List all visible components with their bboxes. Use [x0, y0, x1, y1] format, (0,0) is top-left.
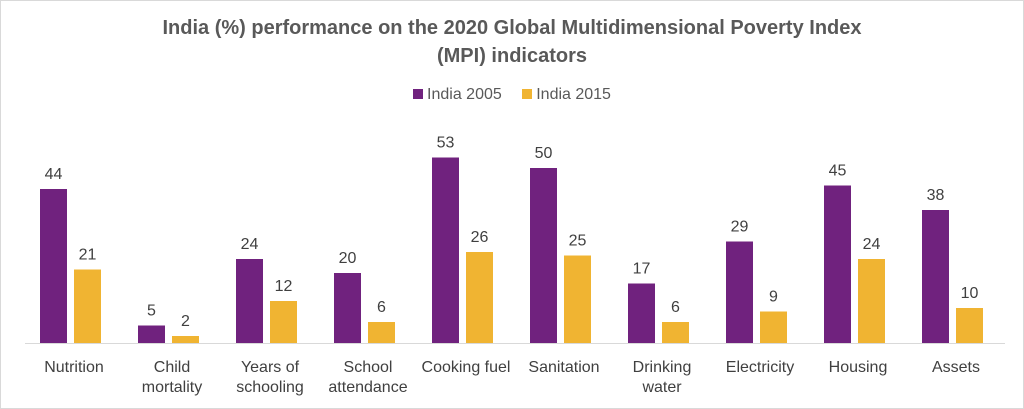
- data-label-india-2005-assets: 38: [927, 187, 945, 204]
- bar-india-2005-years-of-schooling: [236, 259, 263, 343]
- bar-india-2015-sanitation: [564, 255, 591, 343]
- data-label-india-2015-years-of-schooling: 12: [275, 278, 293, 295]
- bar-india-2005-child-mortality: [138, 325, 165, 343]
- chart-title-line-1: India (%) performance on the 2020 Global…: [162, 17, 862, 39]
- bar-india-2015-years-of-schooling: [270, 301, 297, 343]
- category-label-child-mortality-line-2: mortality: [142, 379, 202, 396]
- bar-india-2005-electricity: [726, 241, 753, 343]
- legend-item-india-2005: India 2005: [413, 86, 502, 104]
- chart-title-line-2: (MPI) indicators: [436, 45, 587, 67]
- legend-label-india-2015: India 2015: [536, 86, 611, 103]
- category-label-years-of-schooling-line-2: schooling: [236, 379, 304, 396]
- bar-india-2015-cooking-fuel: [466, 252, 493, 343]
- data-label-india-2015-school-attendance: 6: [377, 299, 386, 316]
- data-label-india-2005-years-of-schooling: 24: [241, 236, 259, 253]
- bar-india-2005-nutrition: [40, 189, 67, 343]
- data-label-india-2015-sanitation: 25: [569, 233, 587, 250]
- data-label-india-2005-sanitation: 50: [535, 145, 553, 162]
- bar-india-2005-cooking-fuel: [432, 157, 459, 343]
- bar-india-2015-school-attendance: [368, 322, 395, 343]
- legend-swatch-india-2005: [413, 89, 424, 99]
- category-label-housing: Housing: [829, 359, 888, 376]
- bar-india-2015-drinking-water: [662, 322, 689, 343]
- bar-india-2015-child-mortality: [172, 336, 199, 343]
- legend-item-india-2015: India 2015: [522, 86, 611, 104]
- legend-label-india-2005: India 2005: [427, 86, 502, 103]
- bar-india-2015-electricity: [760, 311, 787, 343]
- bar-india-2015-assets: [956, 308, 983, 343]
- data-label-india-2015-cooking-fuel: 26: [471, 229, 489, 246]
- category-label-school-attendance-line-1: School: [344, 359, 393, 376]
- data-label-india-2005-drinking-water: 17: [633, 261, 651, 278]
- data-label-india-2005-child-mortality: 5: [147, 303, 156, 320]
- category-label-sanitation: Sanitation: [528, 359, 599, 376]
- category-label-nutrition: Nutrition: [44, 359, 104, 376]
- chart-title: India (%) performance on the 2020 Global…: [0, 14, 1024, 70]
- category-label-electricity: Electricity: [726, 359, 794, 376]
- data-label-india-2005-cooking-fuel: 53: [437, 135, 455, 152]
- category-label-school-attendance-line-2: attendance: [328, 379, 407, 396]
- category-label-assets: Assets: [932, 359, 980, 376]
- bar-india-2005-housing: [824, 185, 851, 343]
- data-label-india-2015-drinking-water: 6: [671, 299, 680, 316]
- bar-india-2015-housing: [858, 259, 885, 343]
- data-label-india-2015-housing: 24: [863, 236, 881, 253]
- legend: India 2005 India 2015: [0, 86, 1024, 104]
- category-label-cooking-fuel: Cooking fuel: [422, 359, 511, 376]
- bar-india-2005-sanitation: [530, 168, 557, 343]
- data-label-india-2015-electricity: 9: [769, 289, 778, 306]
- data-label-india-2005-electricity: 29: [731, 219, 749, 236]
- data-label-india-2015-nutrition: 21: [79, 247, 97, 264]
- data-label-india-2005-housing: 45: [829, 163, 847, 180]
- data-label-india-2005-school-attendance: 20: [339, 250, 357, 267]
- bar-india-2005-assets: [922, 210, 949, 343]
- data-label-india-2005-nutrition: 44: [45, 166, 63, 183]
- category-label-child-mortality-line-1: Child: [154, 359, 190, 376]
- category-label-drinking-water-line-2: water: [641, 379, 682, 396]
- legend-swatch-india-2015: [522, 89, 533, 99]
- category-label-drinking-water-line-1: Drinking: [633, 359, 692, 376]
- bar-india-2005-school-attendance: [334, 273, 361, 343]
- category-label-years-of-schooling-line-1: Years of: [241, 359, 300, 376]
- data-label-india-2015-child-mortality: 2: [181, 313, 190, 330]
- bar-india-2005-drinking-water: [628, 283, 655, 343]
- bar-india-2015-nutrition: [74, 269, 101, 343]
- data-label-india-2015-assets: 10: [961, 285, 979, 302]
